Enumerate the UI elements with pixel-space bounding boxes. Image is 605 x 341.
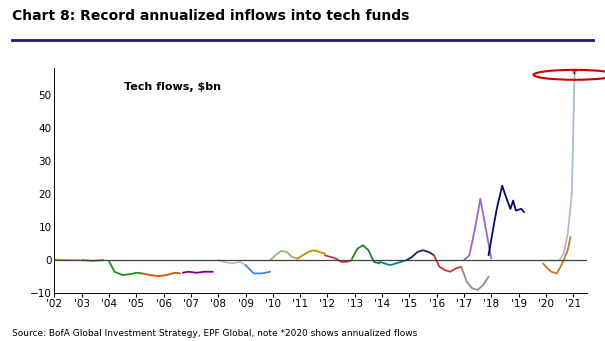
Text: Chart 8: Record annualized inflows into tech funds: Chart 8: Record annualized inflows into … [12, 9, 410, 23]
Text: *: * [572, 70, 577, 80]
Text: Tech flows, $bn: Tech flows, $bn [123, 82, 221, 92]
Text: Source: BofA Global Investment Strategy, EPF Global, note *2020 shows annualized: Source: BofA Global Investment Strategy,… [12, 329, 417, 338]
